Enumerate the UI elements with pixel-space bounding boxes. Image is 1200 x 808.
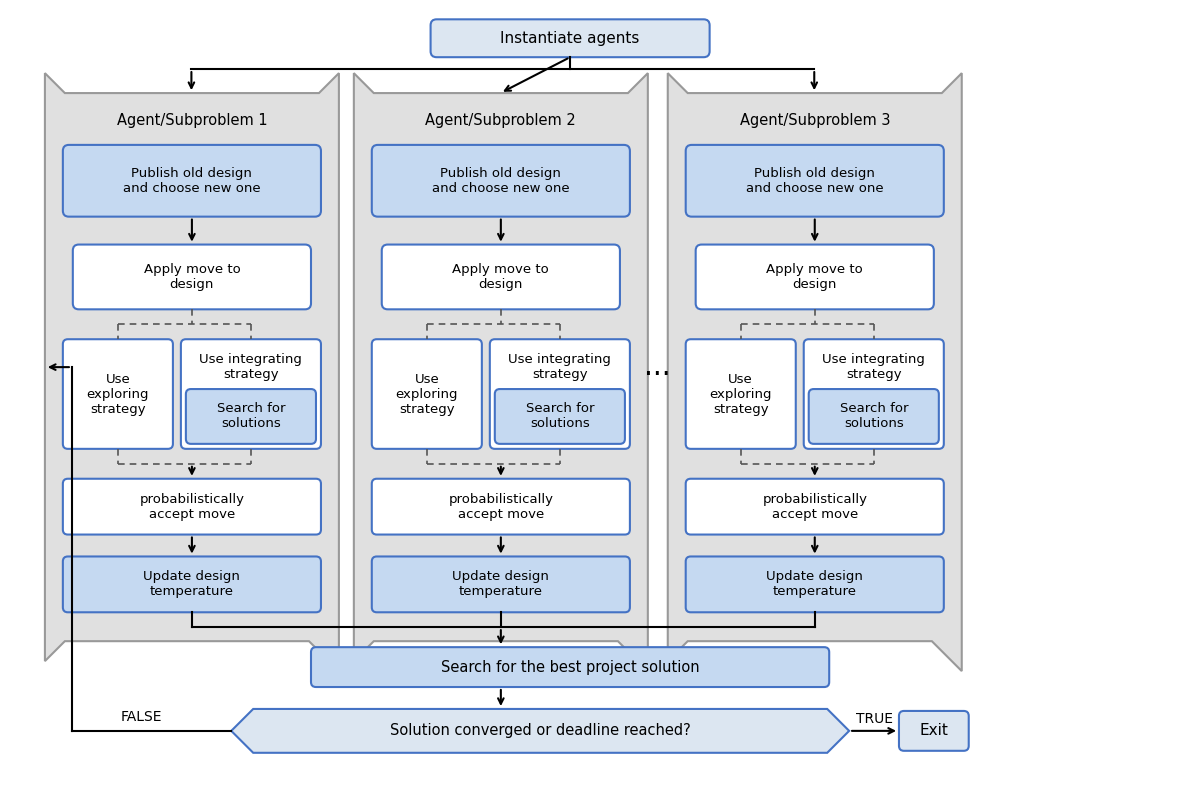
Text: Publish old design
and choose new one: Publish old design and choose new one bbox=[124, 166, 260, 195]
Text: Agent/Subproblem 1: Agent/Subproblem 1 bbox=[116, 113, 268, 128]
FancyBboxPatch shape bbox=[186, 389, 316, 444]
Text: ...: ... bbox=[644, 353, 671, 381]
Text: FALSE: FALSE bbox=[121, 710, 162, 724]
FancyBboxPatch shape bbox=[62, 479, 320, 535]
Polygon shape bbox=[354, 74, 648, 671]
FancyBboxPatch shape bbox=[372, 479, 630, 535]
FancyBboxPatch shape bbox=[62, 145, 320, 217]
FancyBboxPatch shape bbox=[685, 145, 944, 217]
FancyBboxPatch shape bbox=[62, 339, 173, 449]
FancyBboxPatch shape bbox=[73, 245, 311, 309]
FancyBboxPatch shape bbox=[696, 245, 934, 309]
FancyBboxPatch shape bbox=[685, 339, 796, 449]
Text: probabilistically
accept move: probabilistically accept move bbox=[449, 493, 553, 520]
FancyBboxPatch shape bbox=[685, 479, 944, 535]
Text: Use integrating
strategy: Use integrating strategy bbox=[509, 353, 611, 381]
FancyBboxPatch shape bbox=[804, 339, 944, 449]
Text: Apply move to
design: Apply move to design bbox=[144, 263, 240, 291]
Text: Publish old design
and choose new one: Publish old design and choose new one bbox=[746, 166, 883, 195]
FancyBboxPatch shape bbox=[62, 557, 320, 612]
Text: probabilistically
accept move: probabilistically accept move bbox=[139, 493, 245, 520]
Text: Update design
temperature: Update design temperature bbox=[767, 570, 863, 599]
Text: Search for
solutions: Search for solutions bbox=[526, 402, 594, 431]
Polygon shape bbox=[232, 709, 850, 753]
Polygon shape bbox=[667, 74, 961, 671]
FancyBboxPatch shape bbox=[899, 711, 968, 751]
Text: Agent/Subproblem 2: Agent/Subproblem 2 bbox=[426, 113, 576, 128]
FancyBboxPatch shape bbox=[372, 145, 630, 217]
FancyBboxPatch shape bbox=[372, 557, 630, 612]
FancyBboxPatch shape bbox=[382, 245, 620, 309]
FancyBboxPatch shape bbox=[685, 557, 944, 612]
Text: Instantiate agents: Instantiate agents bbox=[500, 31, 640, 46]
Text: Search for the best project solution: Search for the best project solution bbox=[440, 659, 700, 675]
Text: Publish old design
and choose new one: Publish old design and choose new one bbox=[432, 166, 570, 195]
Text: Exit: Exit bbox=[919, 723, 948, 739]
Text: Update design
temperature: Update design temperature bbox=[144, 570, 240, 599]
Polygon shape bbox=[44, 74, 338, 671]
Text: probabilistically
accept move: probabilistically accept move bbox=[762, 493, 868, 520]
FancyBboxPatch shape bbox=[809, 389, 938, 444]
Text: Search for
solutions: Search for solutions bbox=[840, 402, 908, 431]
Text: Use
exploring
strategy: Use exploring strategy bbox=[396, 372, 458, 415]
Text: TRUE: TRUE bbox=[856, 712, 893, 726]
FancyBboxPatch shape bbox=[494, 389, 625, 444]
Text: Use
exploring
strategy: Use exploring strategy bbox=[86, 372, 149, 415]
Text: Use integrating
strategy: Use integrating strategy bbox=[199, 353, 302, 381]
Text: Search for
solutions: Search for solutions bbox=[217, 402, 286, 431]
FancyBboxPatch shape bbox=[490, 339, 630, 449]
Text: Update design
temperature: Update design temperature bbox=[452, 570, 550, 599]
Text: Use
exploring
strategy: Use exploring strategy bbox=[709, 372, 772, 415]
FancyBboxPatch shape bbox=[431, 19, 709, 57]
Text: Apply move to
design: Apply move to design bbox=[767, 263, 863, 291]
Text: Solution converged or deadline reached?: Solution converged or deadline reached? bbox=[390, 723, 690, 739]
FancyBboxPatch shape bbox=[311, 647, 829, 687]
FancyBboxPatch shape bbox=[181, 339, 320, 449]
Text: Agent/Subproblem 3: Agent/Subproblem 3 bbox=[739, 113, 890, 128]
FancyBboxPatch shape bbox=[372, 339, 482, 449]
Text: Apply move to
design: Apply move to design bbox=[452, 263, 550, 291]
Text: Use integrating
strategy: Use integrating strategy bbox=[822, 353, 925, 381]
